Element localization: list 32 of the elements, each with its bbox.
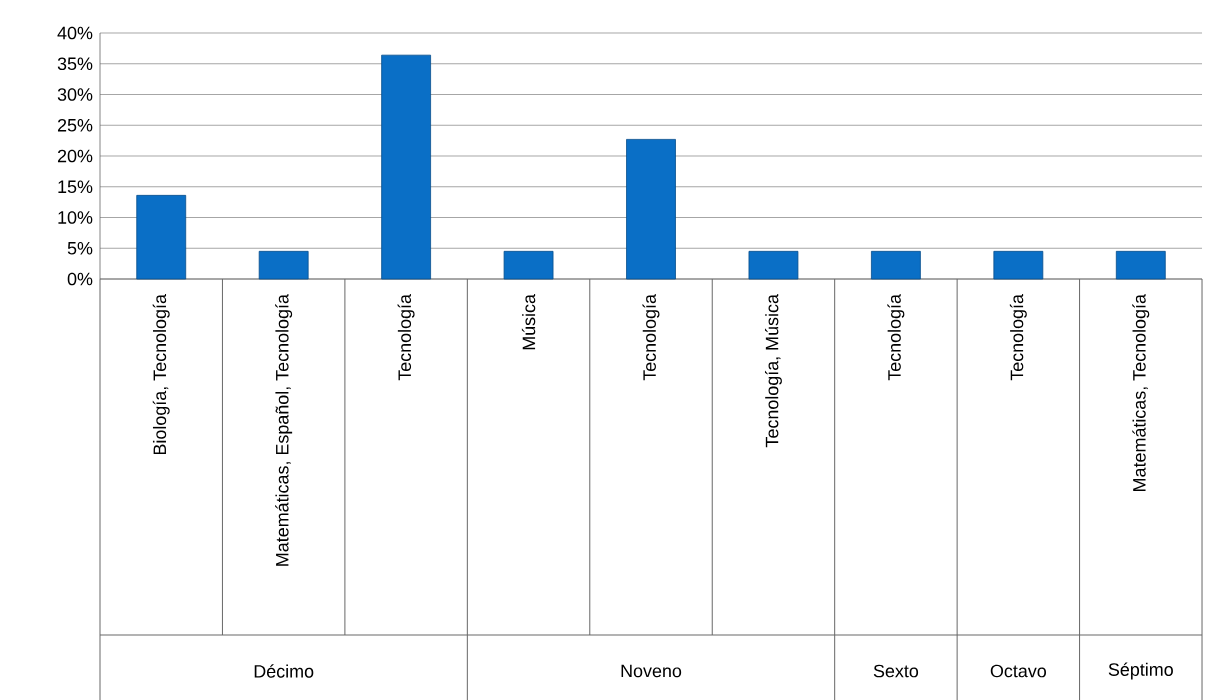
text: Décimo <box>254 664 314 678</box>
bar <box>748 250 799 280</box>
x-tick-label: Tecnología, Música <box>764 294 782 448</box>
y-tick-label: 35% <box>57 57 93 71</box>
bar <box>381 54 431 280</box>
text: Octavo <box>990 664 1046 678</box>
x-tick-label: Tecnología <box>1009 294 1027 381</box>
bar <box>871 250 921 280</box>
x-tick-label: Tecnología <box>642 294 660 381</box>
bar <box>503 250 554 280</box>
bar <box>136 194 187 280</box>
y-tick-label: 30% <box>57 88 93 101</box>
y-tick-label: 10% <box>58 211 93 224</box>
bar <box>993 250 1044 280</box>
bar <box>258 250 309 280</box>
y-tick-label: 5% <box>67 241 93 255</box>
text: Noveno <box>621 664 682 678</box>
x-tick-label: Tecnología <box>887 294 905 381</box>
y-tick-label: 40% <box>57 26 93 40</box>
text: Séptimo <box>1108 662 1173 680</box>
bar <box>626 139 676 280</box>
text: Sexto <box>873 664 919 678</box>
y-tick-label: 15% <box>58 180 93 194</box>
y-tick-label: 0% <box>67 272 93 286</box>
y-tick-label: 20% <box>57 149 93 163</box>
x-tick-label: Tecnología <box>397 294 415 381</box>
x-tick-label: Biología, Tecnología <box>152 294 170 455</box>
bar <box>1115 250 1166 280</box>
x-tick-label: Matemáticas, Tecnología <box>1132 294 1150 491</box>
x-tick-label: Matemáticas, Español, Tecnología <box>275 294 293 566</box>
y-tick-label: 25% <box>57 118 93 132</box>
x-tick-label: Música <box>521 294 536 350</box>
